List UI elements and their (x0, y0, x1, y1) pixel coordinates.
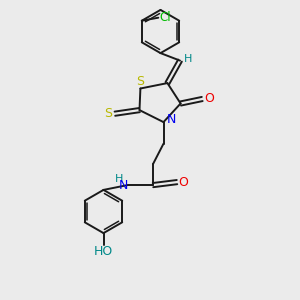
Text: N: N (119, 178, 129, 192)
Text: S: S (136, 75, 144, 88)
Text: O: O (204, 92, 214, 106)
Text: H: H (115, 173, 123, 184)
Text: S: S (104, 107, 112, 120)
Text: O: O (179, 176, 188, 189)
Text: N: N (166, 113, 176, 126)
Text: Cl: Cl (159, 11, 171, 24)
Text: H: H (184, 54, 193, 64)
Text: HO: HO (93, 245, 112, 258)
